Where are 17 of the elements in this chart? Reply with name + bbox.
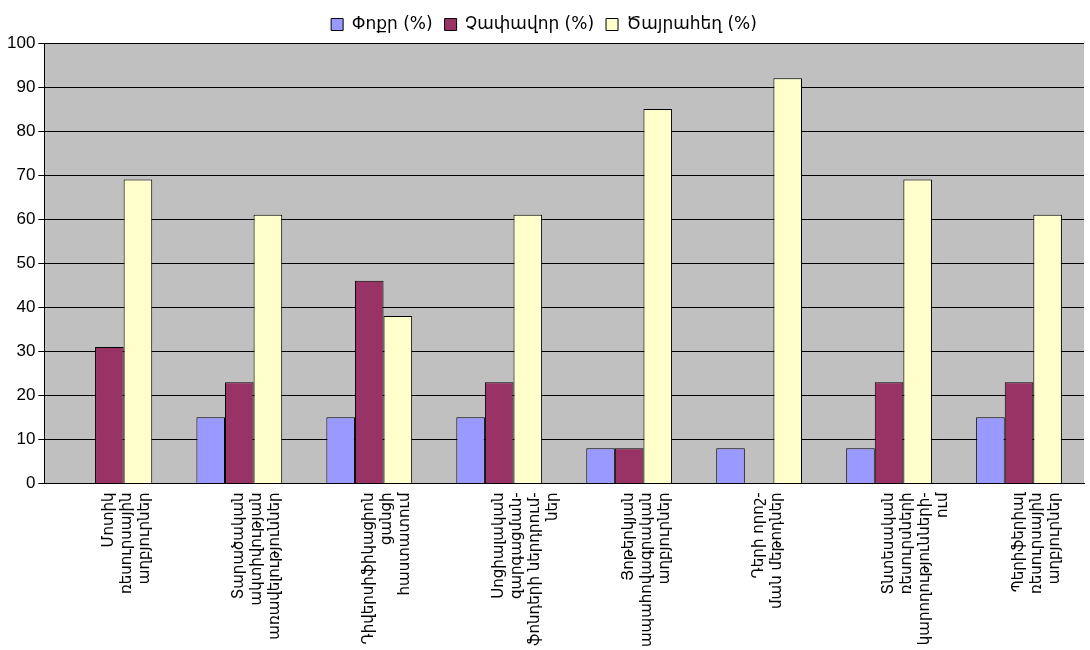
y-tick-label: 20 bbox=[16, 385, 36, 405]
x-tick-label: Սոցիալական զարգացման- ֆոնդերի ներդրում- ներ bbox=[489, 492, 562, 646]
y-tick-label: 40 bbox=[16, 296, 36, 316]
y-tick-label: 0 bbox=[25, 473, 36, 493]
y-tick-label: 50 bbox=[16, 252, 36, 272]
legend-label: Ծայրահեղ (%) bbox=[626, 12, 757, 33]
y-tick-label: 10 bbox=[16, 429, 36, 449]
y-tick-label: 60 bbox=[16, 208, 36, 228]
legend-label: Չափավոր (%) bbox=[465, 12, 595, 33]
y-tick-label: 100 bbox=[6, 32, 36, 52]
y-tick-label: 80 bbox=[16, 120, 36, 140]
y-tick-label: 70 bbox=[16, 164, 36, 184]
y-tick-label: 90 bbox=[16, 76, 36, 96]
x-tick-label: Տնտեսական ռեսուրսների կարողությունների- ում bbox=[878, 491, 951, 646]
y-tick-label: 30 bbox=[16, 340, 36, 360]
x-tick-label: Մոտիկ ռեսուրսային աղբյուրներ bbox=[99, 492, 154, 594]
legend-label: Փոքր (%) bbox=[351, 12, 433, 33]
